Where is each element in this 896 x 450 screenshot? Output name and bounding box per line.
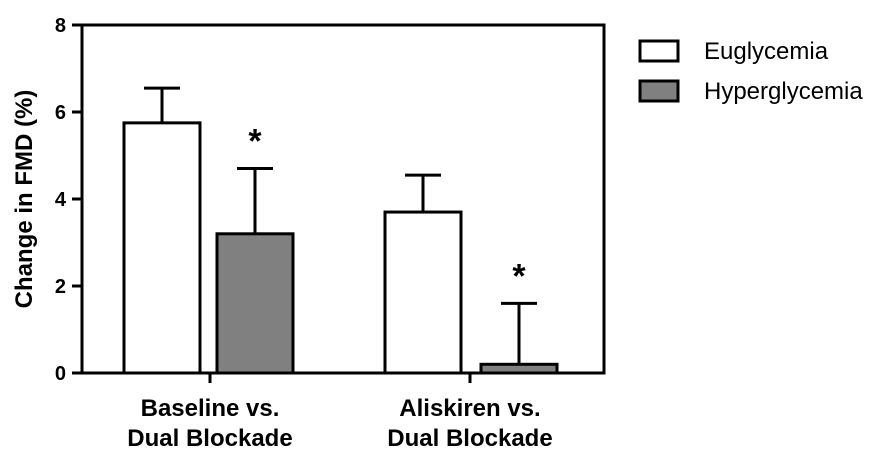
- y-tick-label-0: 0: [55, 363, 66, 385]
- bar-0-0: [122, 121, 202, 375]
- category-label-1-0: Aliskiren vs.: [399, 395, 540, 422]
- significance-mark-1: *: [512, 257, 526, 295]
- significance-mark-0: *: [248, 123, 262, 161]
- y-tick-label-2: 4: [55, 189, 67, 211]
- category-label-0-0: Baseline vs.: [141, 395, 280, 422]
- y-tick-label-4: 8: [55, 15, 66, 37]
- legend-swatch-1: [638, 79, 680, 103]
- y-tick-label-1: 2: [55, 276, 66, 298]
- y-tick-label-3: 6: [55, 102, 66, 124]
- category-label-0-1: Dual Blockade: [127, 425, 292, 450]
- legend-label-0: Euglycemia: [704, 38, 829, 65]
- category-label-1-1: Dual Blockade: [387, 425, 552, 450]
- bar-0-1: [383, 210, 463, 375]
- legend-label-1: Hyperglycemia: [704, 78, 863, 105]
- bar-1-0: [215, 232, 295, 375]
- y-axis-title: Change in FMD (%): [11, 90, 38, 309]
- legend-swatch-0: [638, 39, 680, 63]
